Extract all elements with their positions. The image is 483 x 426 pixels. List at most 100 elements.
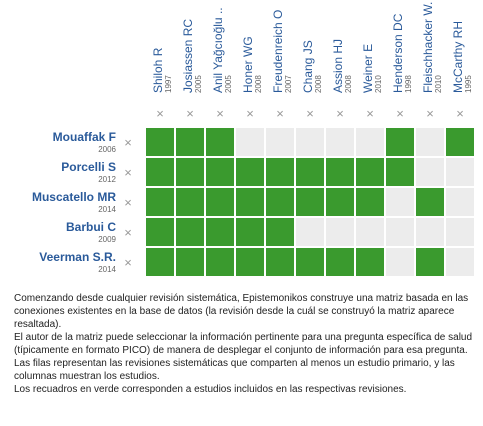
remove-column[interactable]: × — [156, 106, 164, 121]
cell — [176, 128, 204, 156]
column-year: 1997 — [164, 75, 173, 93]
remove-row[interactable]: × — [124, 255, 132, 270]
column-year: 2010 — [374, 75, 383, 93]
cell — [266, 128, 294, 156]
column-year: 2007 — [284, 75, 293, 93]
column-year: 2010 — [434, 75, 443, 93]
row-year: 2014 — [98, 205, 116, 214]
column-name: Josiassen RC — [181, 19, 195, 93]
cell — [206, 248, 234, 276]
note: Los recuadros en verde corresponden a es… — [14, 384, 407, 395]
cell — [266, 248, 294, 276]
cell — [236, 158, 264, 186]
cell — [416, 248, 444, 276]
cell — [176, 248, 204, 276]
cell — [146, 158, 174, 186]
cell — [176, 218, 204, 246]
remove-column[interactable]: × — [276, 106, 284, 121]
cell — [386, 128, 414, 156]
remove-column[interactable]: × — [186, 106, 194, 121]
column-year: 2008 — [314, 75, 323, 93]
cell — [176, 188, 204, 216]
cell — [386, 188, 414, 216]
cell — [446, 248, 474, 276]
row-name: Porcelli S — [61, 160, 116, 174]
cell — [416, 218, 444, 246]
cell — [236, 188, 264, 216]
cell — [146, 128, 174, 156]
cell — [356, 218, 384, 246]
column-name: Assion HJ — [331, 39, 345, 93]
column-name: Honer WG — [241, 36, 255, 93]
cell — [296, 128, 324, 156]
cell — [356, 188, 384, 216]
cell — [356, 248, 384, 276]
cell — [206, 218, 234, 246]
cell — [296, 188, 324, 216]
notes: Comenzando desde cualquier revisión sist… — [14, 292, 476, 396]
cell — [236, 248, 264, 276]
note: Las filas representan las revisiones sis… — [14, 358, 455, 382]
column-name: Anil Yağcıoğlu .. — [211, 7, 225, 93]
remove-column[interactable]: × — [246, 106, 254, 121]
cell — [206, 188, 234, 216]
remove-column[interactable]: × — [336, 106, 344, 121]
cell — [296, 248, 324, 276]
remove-column[interactable]: × — [216, 106, 224, 121]
cell — [326, 188, 354, 216]
cell — [416, 188, 444, 216]
column-name: Weiner E — [361, 44, 375, 93]
cell — [386, 248, 414, 276]
cell — [146, 218, 174, 246]
remove-column[interactable]: × — [426, 106, 434, 121]
cell — [356, 128, 384, 156]
column-year: 2005 — [224, 75, 233, 93]
matrix: Shiloh R 1997×Josiassen RC 2005×Anil Yağcı… — [32, 2, 474, 276]
cell — [296, 158, 324, 186]
remove-column[interactable]: × — [306, 106, 314, 121]
remove-row[interactable]: × — [124, 195, 132, 210]
cell — [206, 128, 234, 156]
column-name: Freudenreich O — [271, 10, 285, 93]
column-name: Henderson DC — [391, 13, 405, 93]
cell — [266, 218, 294, 246]
row-name: Veerman S.R. — [39, 250, 116, 264]
column-year: 2005 — [194, 75, 203, 93]
cell — [446, 128, 474, 156]
column-year: 1995 — [464, 75, 473, 93]
cell — [266, 188, 294, 216]
cell — [236, 128, 264, 156]
row-year: 2014 — [98, 265, 116, 274]
cell — [446, 188, 474, 216]
column-name: Shiloh R — [151, 47, 165, 93]
note: Comenzando desde cualquier revisión sist… — [14, 293, 469, 330]
remove-column[interactable]: × — [456, 106, 464, 121]
remove-row[interactable]: × — [124, 165, 132, 180]
cell — [326, 128, 354, 156]
cell — [446, 218, 474, 246]
cell — [236, 218, 264, 246]
cell — [266, 158, 294, 186]
column-name: Fleischhacker W. — [421, 2, 435, 93]
column-year: 2008 — [254, 75, 263, 93]
row-name: Mouaffak F — [53, 130, 116, 144]
row-name: Barbui C — [66, 220, 116, 234]
remove-row[interactable]: × — [124, 135, 132, 150]
column-year: 2008 — [344, 75, 353, 93]
cell — [416, 158, 444, 186]
cell — [326, 248, 354, 276]
cell — [416, 128, 444, 156]
remove-column[interactable]: × — [366, 106, 374, 121]
column-year: 1998 — [404, 75, 413, 93]
cell — [296, 218, 324, 246]
cell — [356, 158, 384, 186]
row-year: 2012 — [98, 175, 116, 184]
column-name: Chang JS — [301, 40, 315, 93]
cell — [146, 188, 174, 216]
remove-row[interactable]: × — [124, 225, 132, 240]
note: El autor de la matriz puede seleccionar … — [14, 332, 473, 356]
cell — [206, 158, 234, 186]
remove-column[interactable]: × — [396, 106, 404, 121]
cell — [326, 158, 354, 186]
